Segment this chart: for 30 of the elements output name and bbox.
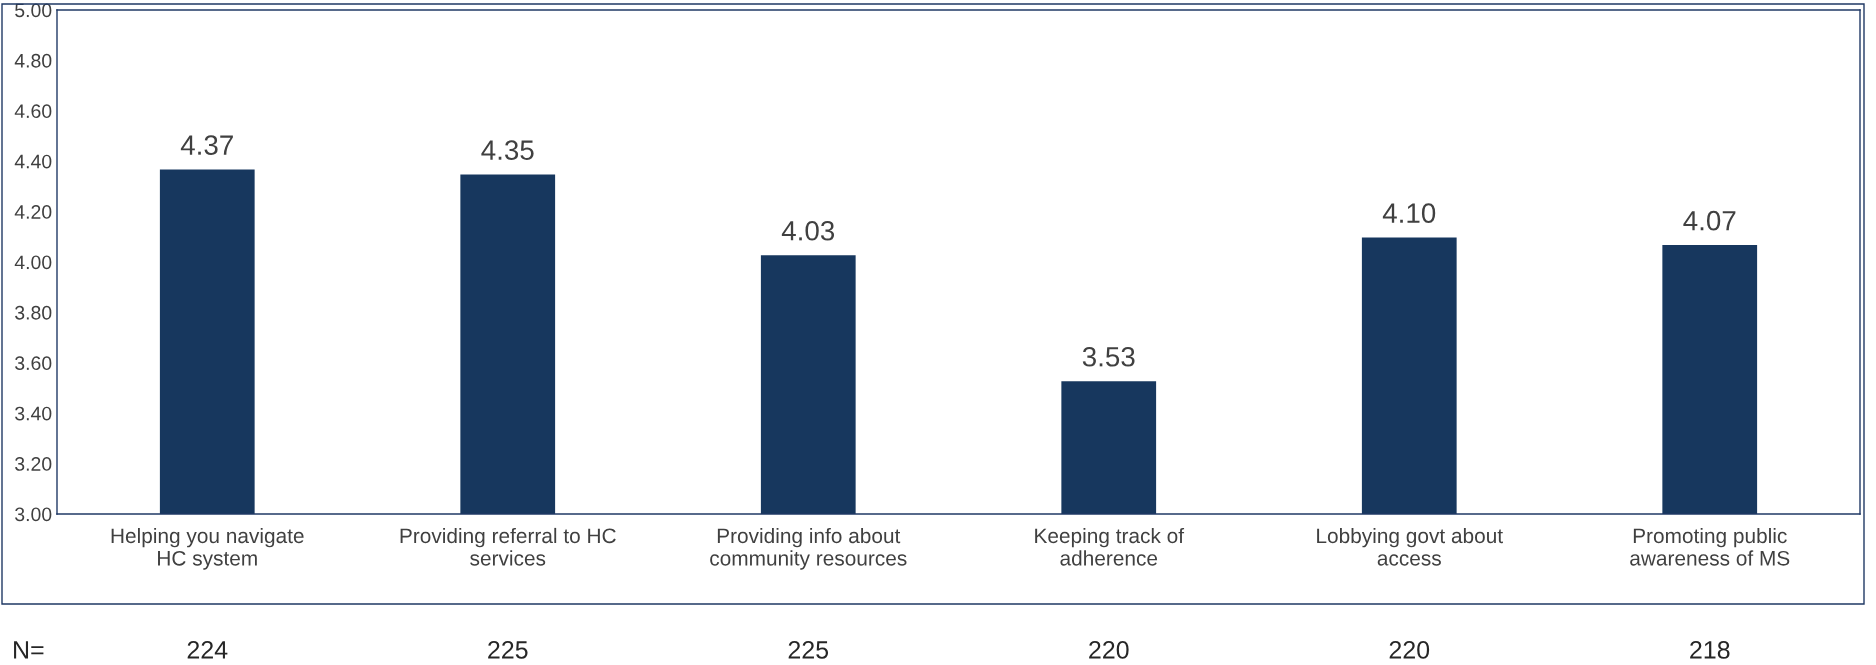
y-tick-label: 3.00 <box>15 507 52 522</box>
y-tick-label: 3.20 <box>15 457 52 471</box>
y-tick-label: 5.00 <box>15 3 52 18</box>
text: 220 <box>1389 641 1430 659</box>
x-tick-label: Helping you navigate HC system <box>111 527 304 570</box>
x-tick-label: Providing info about community resources <box>710 527 907 570</box>
data-label: 4.03 <box>781 220 835 241</box>
x-tick-label: Promoting public awareness of MS <box>1630 527 1790 566</box>
data-label: 4.35 <box>481 140 534 160</box>
y-tick-label: 3.80 <box>15 305 52 320</box>
y-tick-label: 3.40 <box>15 406 52 421</box>
data-label: 3.53 <box>1082 346 1135 367</box>
text: 225 <box>788 641 829 659</box>
y-tick-label: 4.00 <box>14 255 52 270</box>
y-tick-label: 4.40 <box>14 154 52 169</box>
text: 220 <box>1089 641 1129 659</box>
text: 218 <box>1690 641 1730 659</box>
data-label: 4.07 <box>1683 210 1736 231</box>
x-tick-label: Providing referral to HC services <box>400 527 616 566</box>
y-tick-label: 4.60 <box>14 104 52 119</box>
text: 225 <box>488 641 528 659</box>
x-tick-label: Lobbying govt about access <box>1317 527 1503 566</box>
data-label: 4.10 <box>1382 203 1436 223</box>
x-tick-label: Keeping track of adherence <box>1035 527 1185 566</box>
data-label: 4.37 <box>180 135 233 155</box>
y-tick-label: 4.80 <box>14 53 52 68</box>
text: N= <box>14 641 44 659</box>
text: 224 <box>187 641 228 659</box>
y-tick-label: 4.20 <box>14 205 52 219</box>
y-tick-label: 3.60 <box>15 356 52 371</box>
